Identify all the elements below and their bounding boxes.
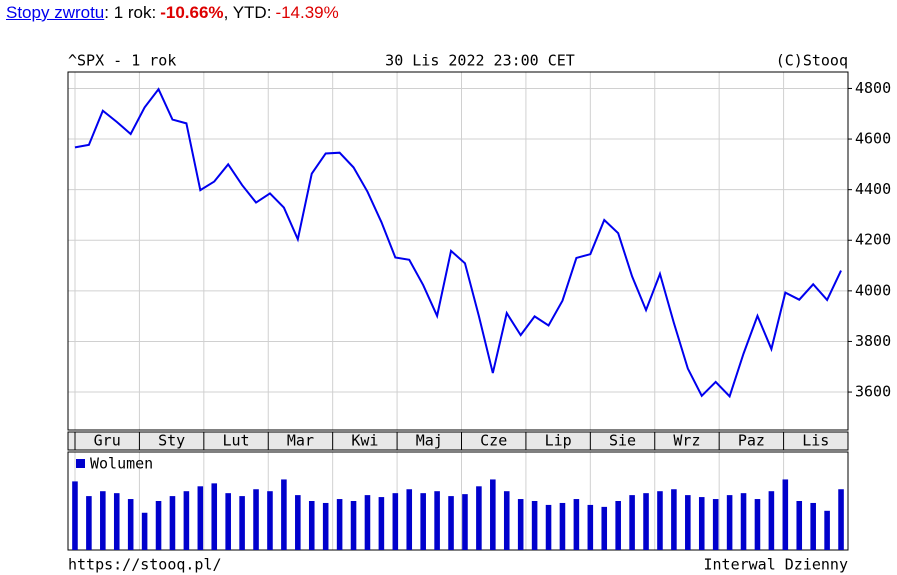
volume-bar [197,486,204,550]
volume-bar [517,499,524,550]
volume-bar [810,502,816,550]
volume-bar [657,491,663,550]
footer-right: Interwal Dzienny [704,556,849,574]
x-tick-label: Lis [802,432,829,450]
x-tick-label: Gru [94,432,121,450]
volume-bar [434,491,440,550]
volume-bar [406,489,413,550]
month-strip [67,431,849,451]
volume-bar [573,499,580,550]
x-tick-label: Cze [480,432,507,450]
volume-bar [72,481,78,550]
y-tick-label: 4400 [855,180,891,198]
volume-bar [295,495,301,550]
ytd-label: , YTD: [223,3,272,22]
volume-bar [838,489,844,550]
chart-title: ^SPX - 1 rok [68,52,176,70]
volume-bar [141,512,148,550]
x-tick-label: Wrz [673,432,700,450]
volume-bar [364,495,371,550]
volume-bar [378,497,385,550]
volume-bar [267,491,273,550]
volume-bar [113,493,120,550]
volume-bar [183,491,190,550]
ytd-return: -14.39% [275,3,339,22]
volume-bar [322,502,329,550]
period-return: -10.66% [160,3,224,22]
chart-subtitle: 30 Lis 2022 23:00 CET [385,52,575,70]
volume-bar [253,489,259,550]
x-tick-label: Mar [287,432,314,450]
volume-bar [420,493,426,550]
returns-link[interactable]: Stopy zwrotu [6,3,105,22]
y-tick-label: 4200 [855,231,891,249]
x-tick-label: Lip [545,432,572,450]
x-tick-label: Lut [222,432,249,450]
volume-bar [698,497,705,550]
volume-bar [350,501,357,550]
volume-bar [754,499,761,550]
price-line [74,87,842,399]
volume-bar [559,502,566,550]
volume-bar [643,493,649,550]
volume-bar [671,489,677,550]
y-tick-label: 3600 [855,383,891,401]
volume-bar [782,479,789,550]
volume-bar [796,501,803,550]
volume-bar [545,504,552,550]
footer-left: https://stooq.pl/ [68,556,222,574]
volume-bar [629,495,635,550]
volume-bar [615,501,621,550]
chart-source: (C)Stooq [776,52,848,70]
volume-bar [169,496,176,550]
x-tick-label: Kwi [351,432,378,450]
volume-bar [281,479,287,550]
y-tick-label: 3800 [855,332,891,350]
period-label: : 1 rok: [104,3,157,22]
legend-swatch [76,459,85,468]
x-tick-label: Maj [416,432,443,450]
y-tick-label: 4600 [855,130,891,148]
volume-bar [127,499,134,550]
volume-bar [239,496,245,550]
volume-frame [67,451,849,551]
x-tick-label: Sty [158,432,185,450]
volume-bar [86,496,92,550]
volume-bar [740,493,747,550]
y-tick-label: 4800 [855,79,891,97]
volume-bar [824,510,830,550]
legend-label: Wolumen [90,455,153,473]
x-tick-label: Sie [609,432,636,450]
volume-bar [308,501,315,550]
volume-bar [768,491,775,550]
volume-bar [712,499,719,550]
volume-bar [531,501,538,550]
volume-bar [476,486,482,550]
volume-bar [601,506,608,550]
plot-frame [67,71,849,431]
volume-bar [392,493,399,550]
volume-bar [503,491,510,550]
volume-bar [336,499,343,550]
volume-bar [490,479,496,550]
volume-bar [462,494,468,550]
header: Stopy zwrotu: 1 rok: -10.66%, YTD: -14.39% [6,3,339,23]
volume-bar [448,496,454,550]
x-tick-label: Paz [738,432,765,450]
volume-bar [155,501,162,550]
volume-bar [225,493,231,550]
volume-bar [587,504,594,550]
volume-bar [726,495,733,550]
volume-bar [211,483,218,550]
y-tick-label: 4000 [855,281,891,299]
volume-bar [100,491,106,550]
volume-bar [685,495,691,550]
